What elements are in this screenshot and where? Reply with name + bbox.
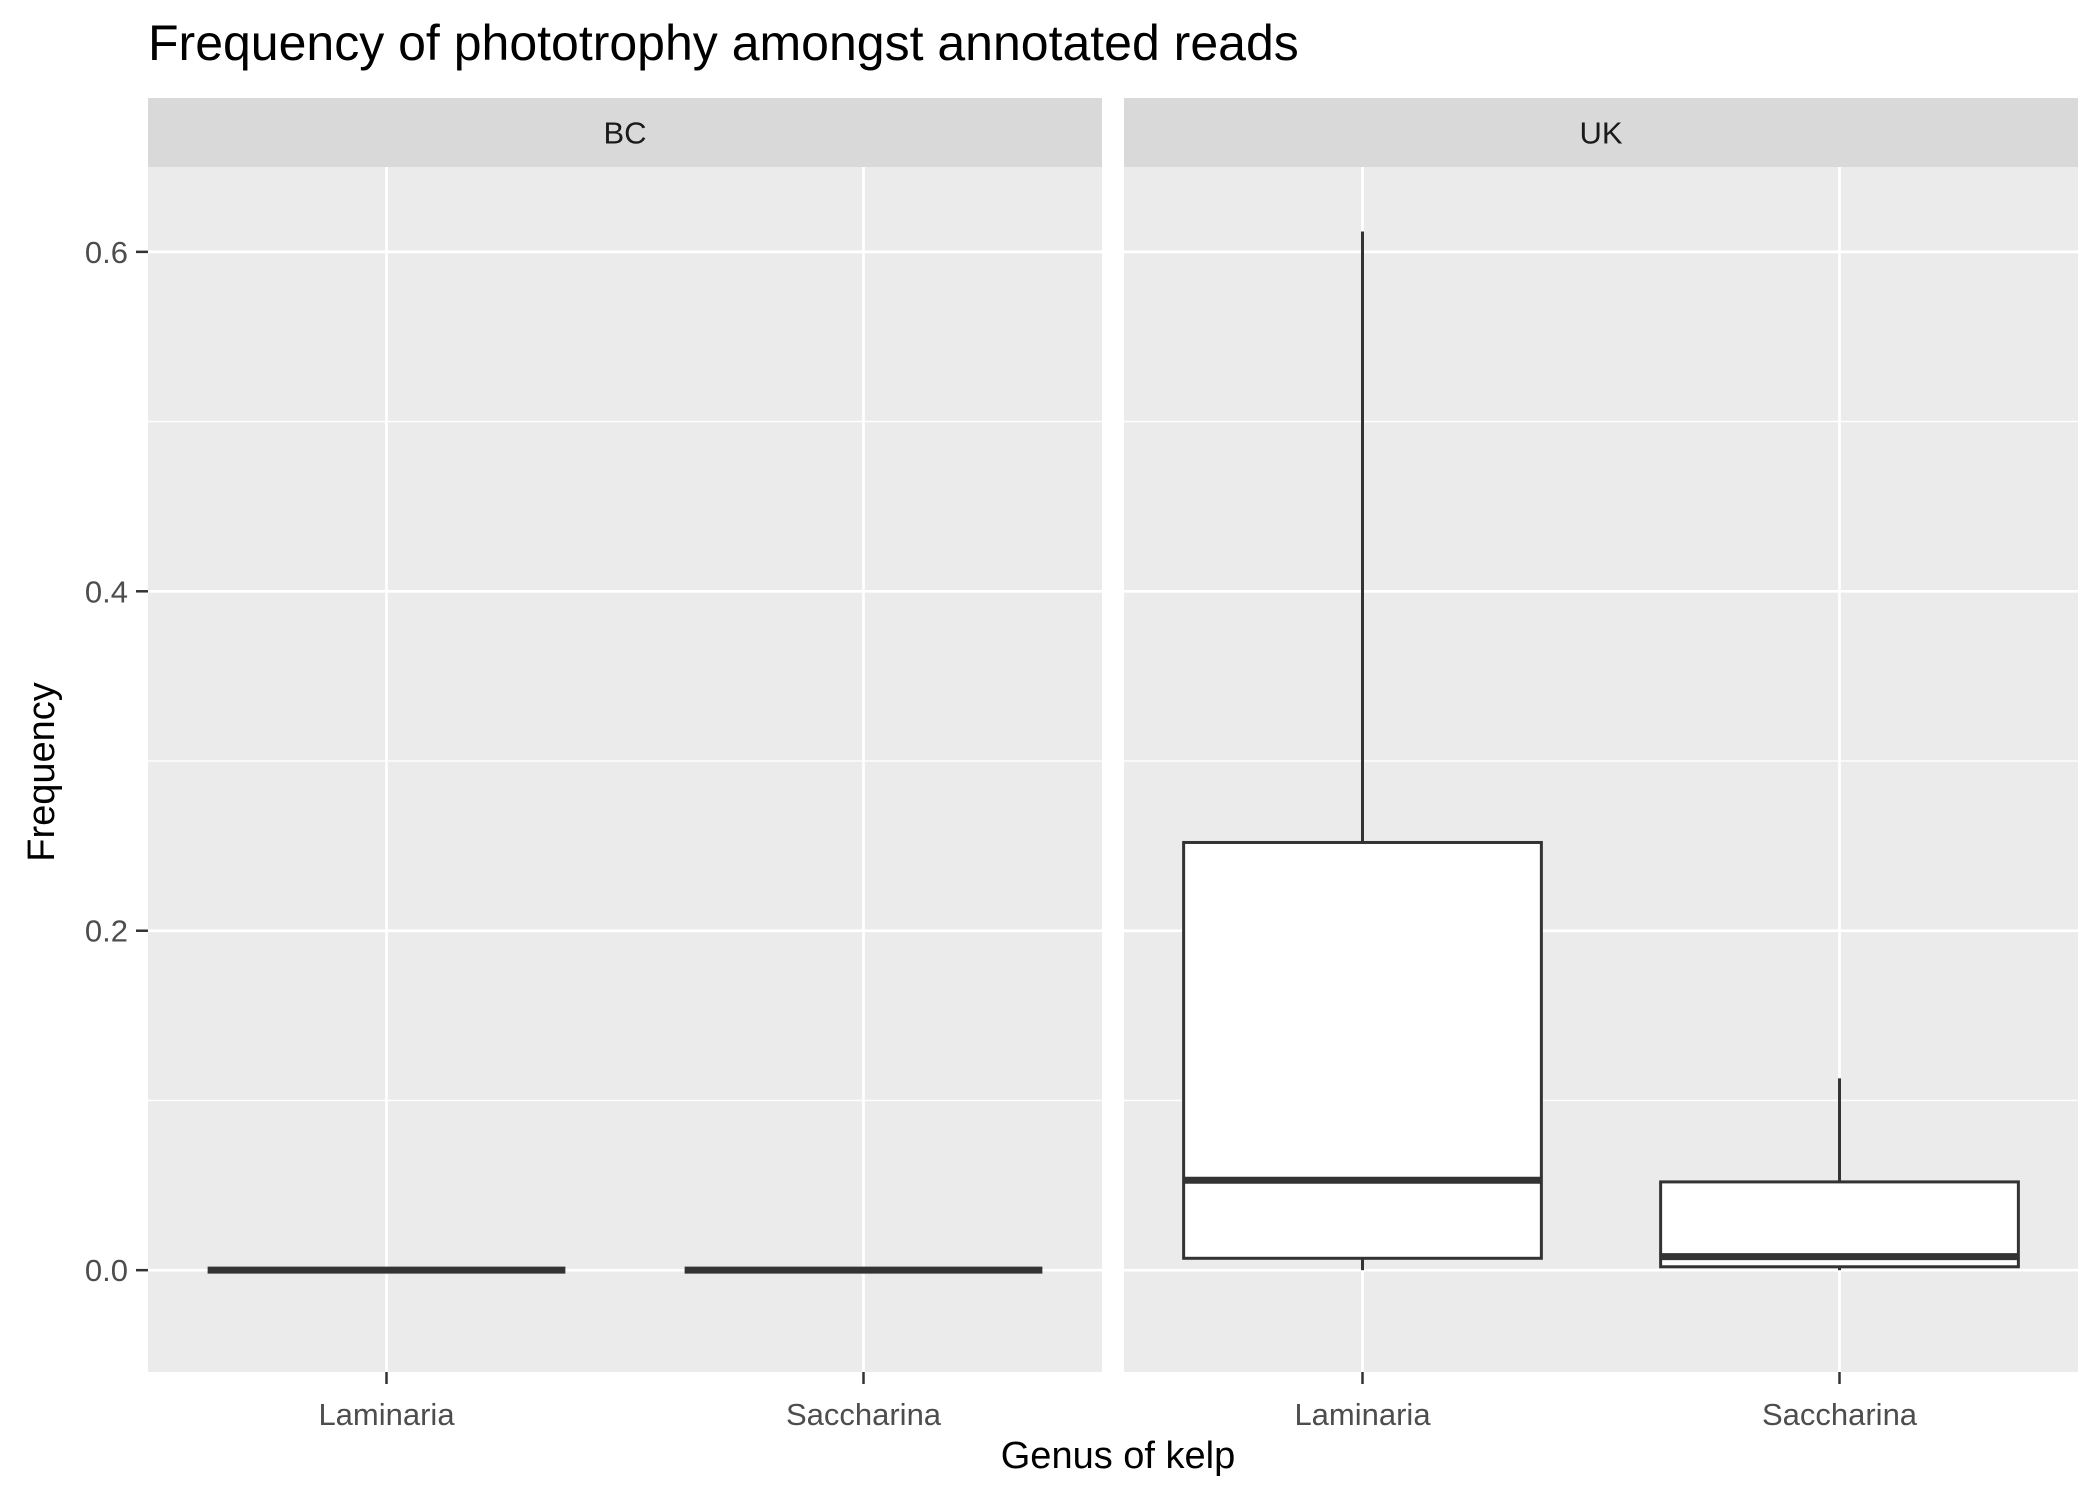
x-tick-label: Saccharina xyxy=(1762,1397,1918,1432)
chart-title: Frequency of phototrophy amongst annotat… xyxy=(148,15,1299,71)
x-tick-label: Saccharina xyxy=(786,1397,942,1432)
y-axis-title: Frequency xyxy=(21,682,63,862)
y-tick-label: 0.2 xyxy=(85,914,128,949)
box-uk-saccharina xyxy=(1659,1078,2020,1271)
plot-area: 0.0 0.2 0.4 0.6 BC Laminaria Saccharina UK Lamin… xyxy=(85,98,2078,1432)
facet-label: BC xyxy=(603,116,646,151)
y-tick-label: 0.0 xyxy=(85,1253,128,1288)
y-tick-label: 0.4 xyxy=(85,574,128,609)
facet-strip xyxy=(1124,98,2078,167)
x-tick-label: Laminaria xyxy=(318,1397,455,1432)
box-body xyxy=(1182,840,1543,1260)
x-tick-label: Laminaria xyxy=(1294,1397,1431,1432)
box-uk-laminaria xyxy=(1182,231,1543,1271)
panel-bc xyxy=(148,167,1102,1372)
facet-strip xyxy=(148,98,1102,167)
x-axis-title: Genus of kelp xyxy=(1001,1435,1235,1477)
y-tick-label: 0.6 xyxy=(85,235,128,270)
facet-label: UK xyxy=(1579,116,1622,151)
box-body xyxy=(1659,1180,2020,1269)
